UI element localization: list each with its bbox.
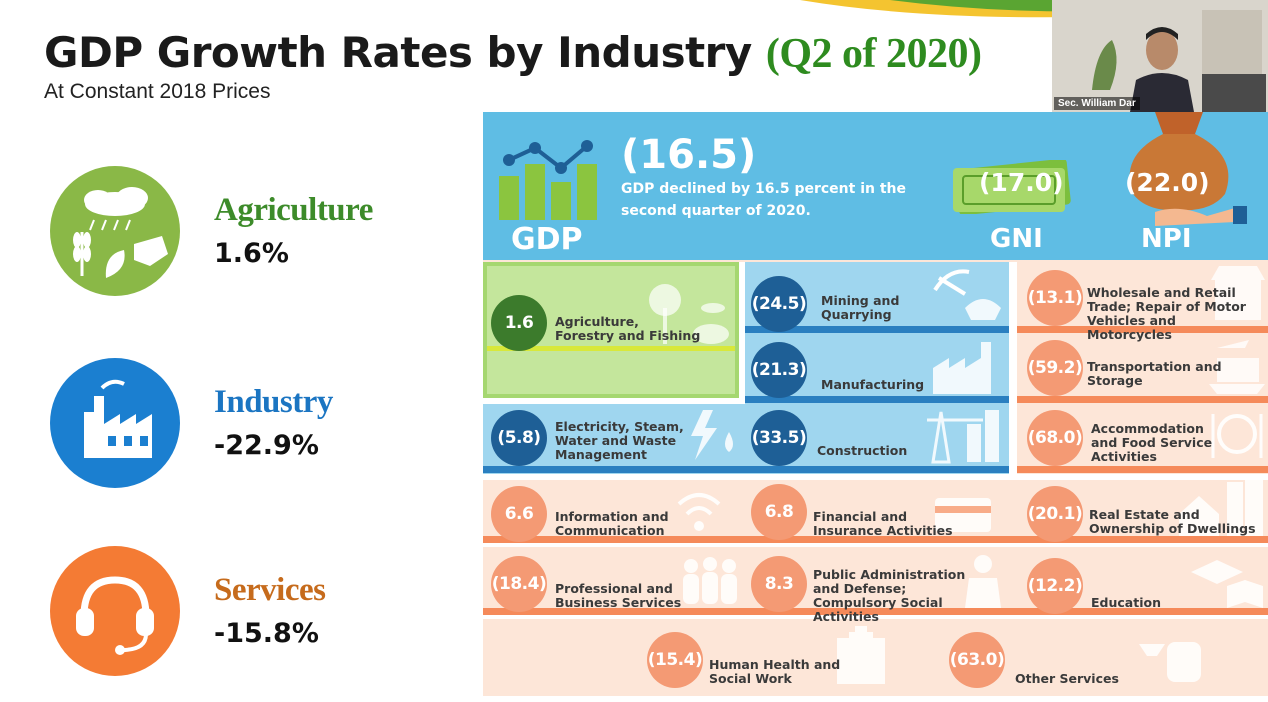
industry-label: Financial and Insurance Activities [813,509,953,538]
industry-value: (68.0) [1027,410,1083,466]
sector-agriculture: Agriculture 1.6% [50,166,450,298]
sector-name: Industry [214,384,333,420]
slide-title: GDP Growth Rates by Industry (Q2 of 2020… [44,28,982,78]
sector-value: -22.9% [214,430,319,461]
industry-label: Accommodation and Food Service Activitie… [1091,421,1213,464]
industry-value: (5.8) [491,410,547,466]
industry-value: (33.5) [751,410,807,466]
people-icon [683,557,737,604]
industry-label: Information and Communication [555,509,669,538]
education-icon [1191,560,1263,608]
industry-stripe [745,396,1009,403]
video-feed[interactable]: Sec. William Dar [1052,0,1268,112]
industry-label: Agriculture, Forestry and Fishing [555,314,701,343]
industry-stripe [483,466,1009,473]
sector-name: Agriculture [214,192,373,228]
services-stripe [483,536,1268,543]
construction-icon [927,410,999,464]
industry-label: Other Services [1015,671,1119,686]
industry-label: Electricity, Steam, Water and Waste Mana… [555,419,684,462]
divider [483,543,1268,547]
utilities-icon [691,410,733,460]
wifi-icon [677,493,721,531]
gni-value: (17.0) [979,168,1064,197]
video-scene [1052,0,1268,112]
divider [739,262,745,404]
sector-name: Services [214,572,326,608]
industry-value: (12.2) [1027,558,1083,614]
speaker-name: Sec. William Dar [1054,97,1140,110]
industry-value: (20.1) [1027,486,1083,542]
industry-value: (18.4) [491,556,547,612]
industry-label: Wholesale and Retail Trade; Repair of Mo… [1087,285,1246,342]
mining-icon [933,269,1001,320]
industry-value: 1.6 [491,295,547,351]
industry-label: Education [1091,595,1161,610]
divider [483,615,1268,619]
shop-icon [1211,266,1265,320]
banknote-icon [953,160,1071,214]
industry-label: Transportation and Storage [1087,359,1222,388]
divider [1009,262,1017,474]
industry-value: (21.3) [751,342,807,398]
industry-label: Construction [817,443,908,458]
gdp-value: (16.5) [621,132,757,178]
industry-label: Professional and Business Services [555,581,682,610]
industry-value: (24.5) [751,276,807,332]
card-icon [935,498,991,532]
sector-value: 1.6% [214,238,289,269]
industry-value: (59.2) [1027,340,1083,396]
divider [483,474,1268,480]
tree-animal-icon [649,284,729,344]
infographic: (16.5) GDP declined by 16.5 percent in t… [483,112,1268,696]
industry-label: Manufacturing [821,377,925,392]
official-icon [965,555,1001,608]
hospital-icon [837,626,885,684]
services-stripe [1017,466,1268,473]
gni-label: GNI [990,224,1043,254]
industry-value: (15.4) [647,632,703,688]
industry-label: Real Estate and Ownership of Dwellings [1089,507,1256,536]
industry-value: 6.8 [751,484,807,540]
services-stripe [1017,396,1268,403]
npi-label: NPI [1141,224,1192,254]
slide-title-main: GDP Growth Rates by Industry [44,28,752,77]
sector-value: -15.8% [214,618,319,649]
other-services-icon [1139,642,1201,682]
sector-industry: Industry -22.9% [50,358,450,490]
transport-icon [1209,340,1265,394]
slide-title-period: (Q2 of 2020) [765,31,982,77]
factory-icon [50,358,180,488]
industry-value: 8.3 [751,556,807,612]
industry-label: Mining and Quarrying [821,293,900,322]
services-stripe [483,608,1268,615]
divider [483,398,745,404]
agri-ground-line [487,346,735,351]
agriculture-icon [50,166,180,296]
gdp-label: GDP [511,222,583,257]
industry-value: 6.6 [491,486,547,542]
services-stripe [1017,326,1268,333]
industry-value: (13.1) [1027,270,1083,326]
npi-value: (22.0) [1125,168,1210,197]
industry-label: Public Administration and Defense; Compu… [813,567,966,624]
gdp-description: GDP declined by 16.5 percent in the seco… [621,181,906,219]
bar-chart-icon [495,134,605,224]
money-bag-icon [1129,112,1247,226]
slide-subtitle: At Constant 2018 Prices [44,80,271,103]
industry-label: Human Health and Social Work [709,657,841,686]
industry-stripe [745,326,1009,333]
headset-icon [50,546,180,676]
dining-icon [1211,414,1263,458]
sector-services: Services -15.8% [50,546,450,678]
industry-value: (63.0) [949,632,1005,688]
buildings-icon [1179,474,1263,536]
factory-icon [933,342,991,394]
